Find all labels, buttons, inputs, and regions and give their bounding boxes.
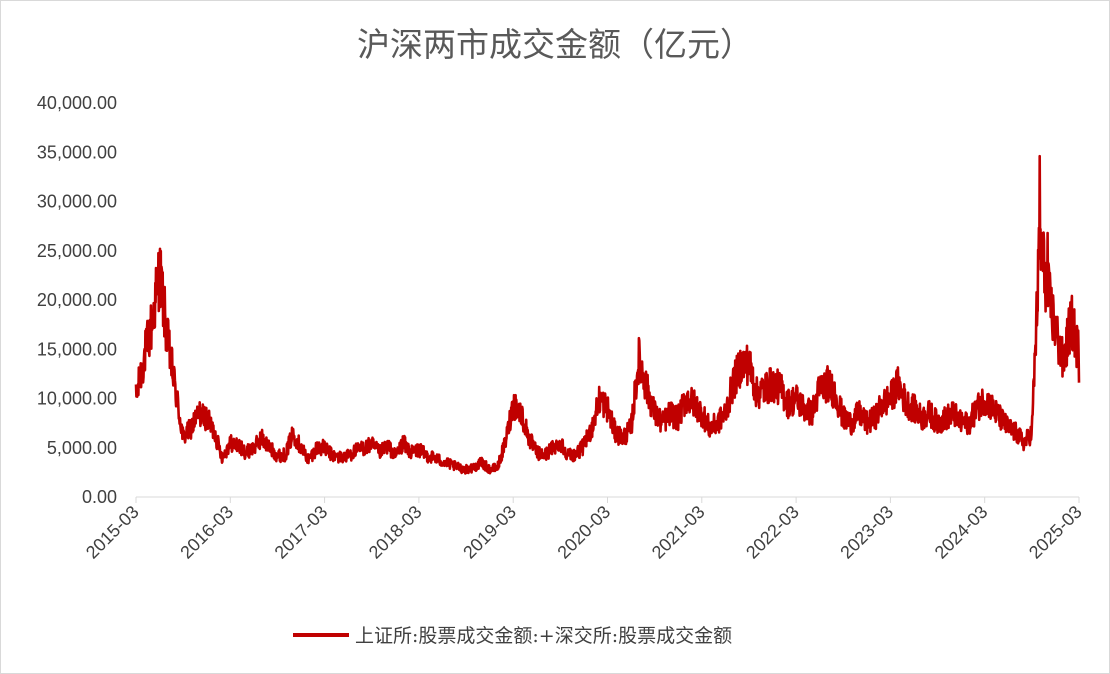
y-tick-label: 5,000.00 (47, 438, 117, 458)
x-tick-label: 2021-03 (648, 502, 709, 563)
y-tick-label: 15,000.00 (37, 339, 117, 359)
y-tick-label: 25,000.00 (37, 241, 117, 261)
x-tick-label: 2015-03 (82, 502, 143, 563)
x-tick-label: 2018-03 (365, 502, 426, 563)
y-tick-label: 40,000.00 (37, 93, 117, 113)
x-tick-label: 2016-03 (176, 502, 237, 563)
y-axis: 0.00 5,000.00 10,000.00 15,000.00 20,000.00 2… (37, 93, 117, 507)
y-tick-label: 10,000.00 (37, 389, 117, 409)
y-tick-label: 35,000.00 (37, 142, 117, 162)
x-tick-label: 2025-03 (1025, 502, 1086, 563)
legend-label: 上证所:股票成交金额:+深交所:股票成交金额 (355, 625, 732, 647)
x-tick-label: 2022-03 (742, 502, 803, 563)
x-tick-label: 2023-03 (836, 502, 897, 563)
y-tick-label: 0.00 (82, 487, 117, 507)
y-tick-label: 20,000.00 (37, 290, 117, 310)
x-tick-label: 2017-03 (271, 502, 332, 563)
legend: 上证所:股票成交金额:+深交所:股票成交金额 (293, 625, 732, 647)
chart-title: 沪深两市成交金额（亿元） (357, 25, 753, 64)
plot-area (134, 154, 1081, 475)
x-tick-label: 2024-03 (931, 502, 992, 563)
series-line (134, 154, 1081, 475)
x-tick-label: 2019-03 (459, 502, 520, 563)
y-tick-label: 30,000.00 (37, 192, 117, 212)
x-axis: 2015-03 2016-03 2017-03 2018-03 2019-03 2020-… (82, 496, 1086, 563)
x-tick-label: 2020-03 (553, 502, 614, 563)
